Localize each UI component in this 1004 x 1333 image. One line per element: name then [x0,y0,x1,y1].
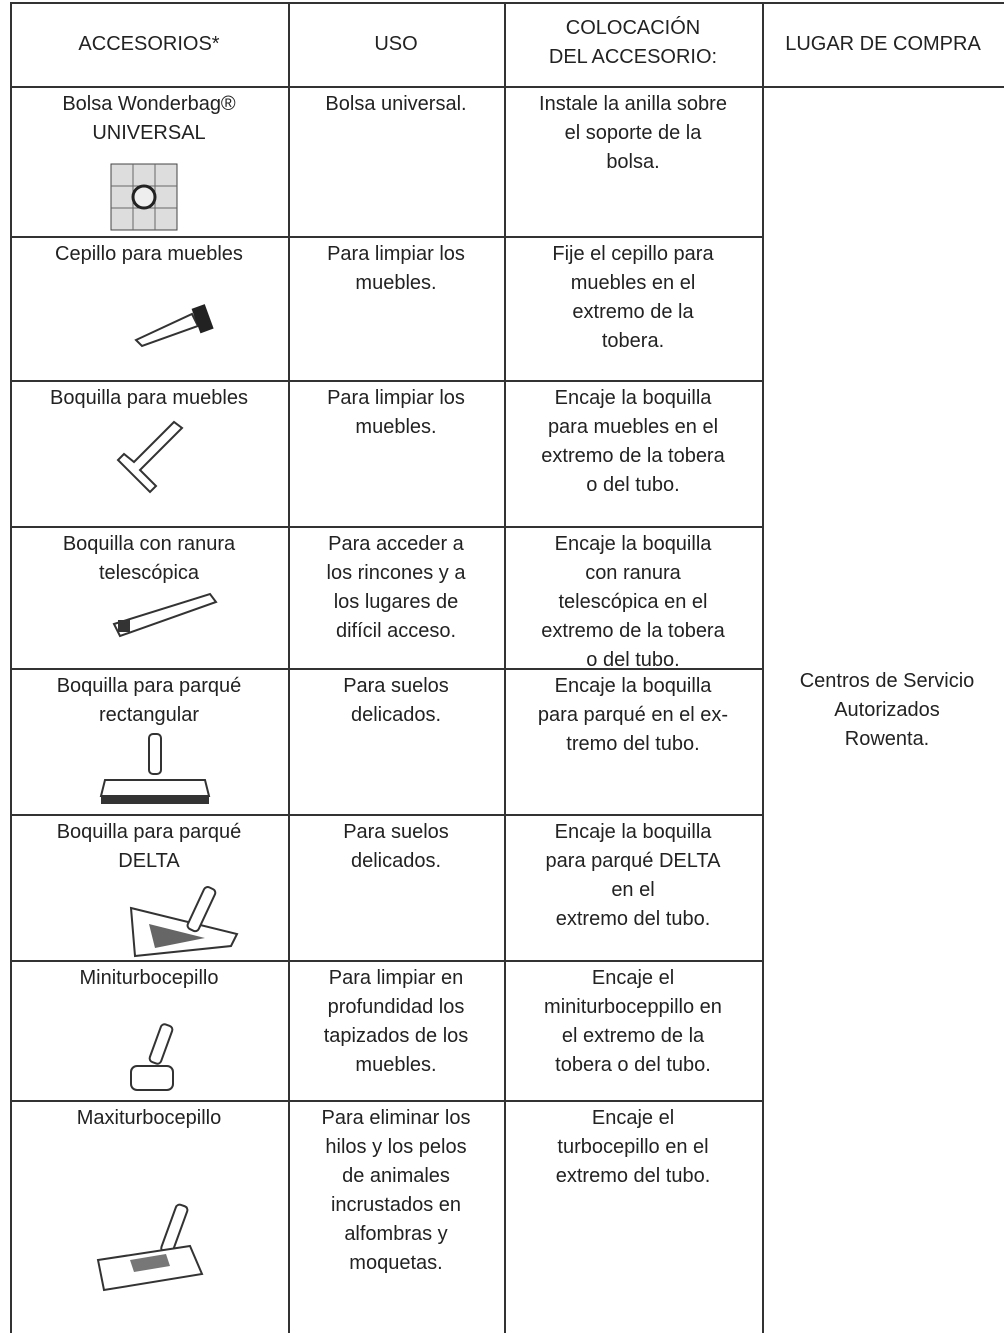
table-cell: Boquilla para parqué rectangular [56,675,242,726]
table-cell: Encaje la boquilla para parqué DELTA en … [545,821,721,930]
row-rule [10,2,1004,4]
table-cell: Para acceder a los rincones y a los luga… [326,533,466,642]
row-rule [10,526,762,528]
row-rule [10,668,762,670]
icon-brush [134,304,214,348]
row-rule [10,1100,762,1102]
header-cell: USO [374,33,418,55]
table-cell: Fije el cepillo para muebles en el extre… [552,243,714,352]
icon-bag [110,163,178,231]
row-rule [10,814,762,816]
table-cell: Boquilla para parqué DELTA [56,821,242,872]
column-rule [10,2,12,1333]
table-cell: Encaje la boquilla con ranura telescópic… [541,533,725,671]
table-cell: Instale la anilla sobre el soporte de la… [539,93,727,173]
header-cell: COLOCACIÓN DEL ACCESORIO: [548,17,718,68]
column-rule [762,2,764,1333]
row-rule [10,380,762,382]
table-cell: Para limpiar los muebles. [327,243,465,294]
table-cell: Para limpiar los muebles. [327,387,465,438]
header-cell: ACCESORIOS* [78,33,220,55]
icon-crevice [112,592,218,638]
row-rule [10,86,1004,88]
row-rule [10,960,762,962]
table-cell: Para suelos delicados. [343,675,449,726]
table-cell: Encaje el turbocepillo en el extremo del… [555,1107,711,1187]
table-cell: Boquilla con ranura telescópica [62,533,236,584]
table-cell: Para eliminar los hilos y los pelos de a… [321,1107,471,1274]
icon-parquet [99,733,211,804]
column-rule [504,2,506,1333]
table-cell: Encaje la boquilla para muebles en el ex… [541,387,725,496]
table-cell: Para limpiar en profundidad los tapizado… [323,967,469,1076]
header-cell: LUGAR DE COMPRA [785,33,981,55]
table-cell: Encaje la boquilla para parqué en el ex-… [537,675,729,755]
row-rule [10,236,762,238]
table-cell: Miniturbocepillo [79,967,219,989]
icon-mini-turbo [130,1023,174,1091]
column-rule [288,2,290,1333]
table-cell: Boquilla para muebles [50,387,248,409]
table-cell: Bolsa Wonderbag® UNIVERSAL [62,93,236,144]
table-cell: Maxiturbocepillo [76,1107,222,1129]
table-cell: Cepillo para muebles [55,243,243,265]
table-cell: Bolsa universal. [325,93,467,115]
icon-delta [129,886,239,958]
table-cell: Encaje el miniturboceppillo en el extrem… [544,967,722,1076]
place-cell: Centros de Servicio Autorizados Rowenta. [799,670,975,750]
icon-maxi-turbo [96,1203,204,1292]
icon-furniture-nozzle [116,420,184,494]
table-cell: Para suelos delicados. [343,821,449,872]
